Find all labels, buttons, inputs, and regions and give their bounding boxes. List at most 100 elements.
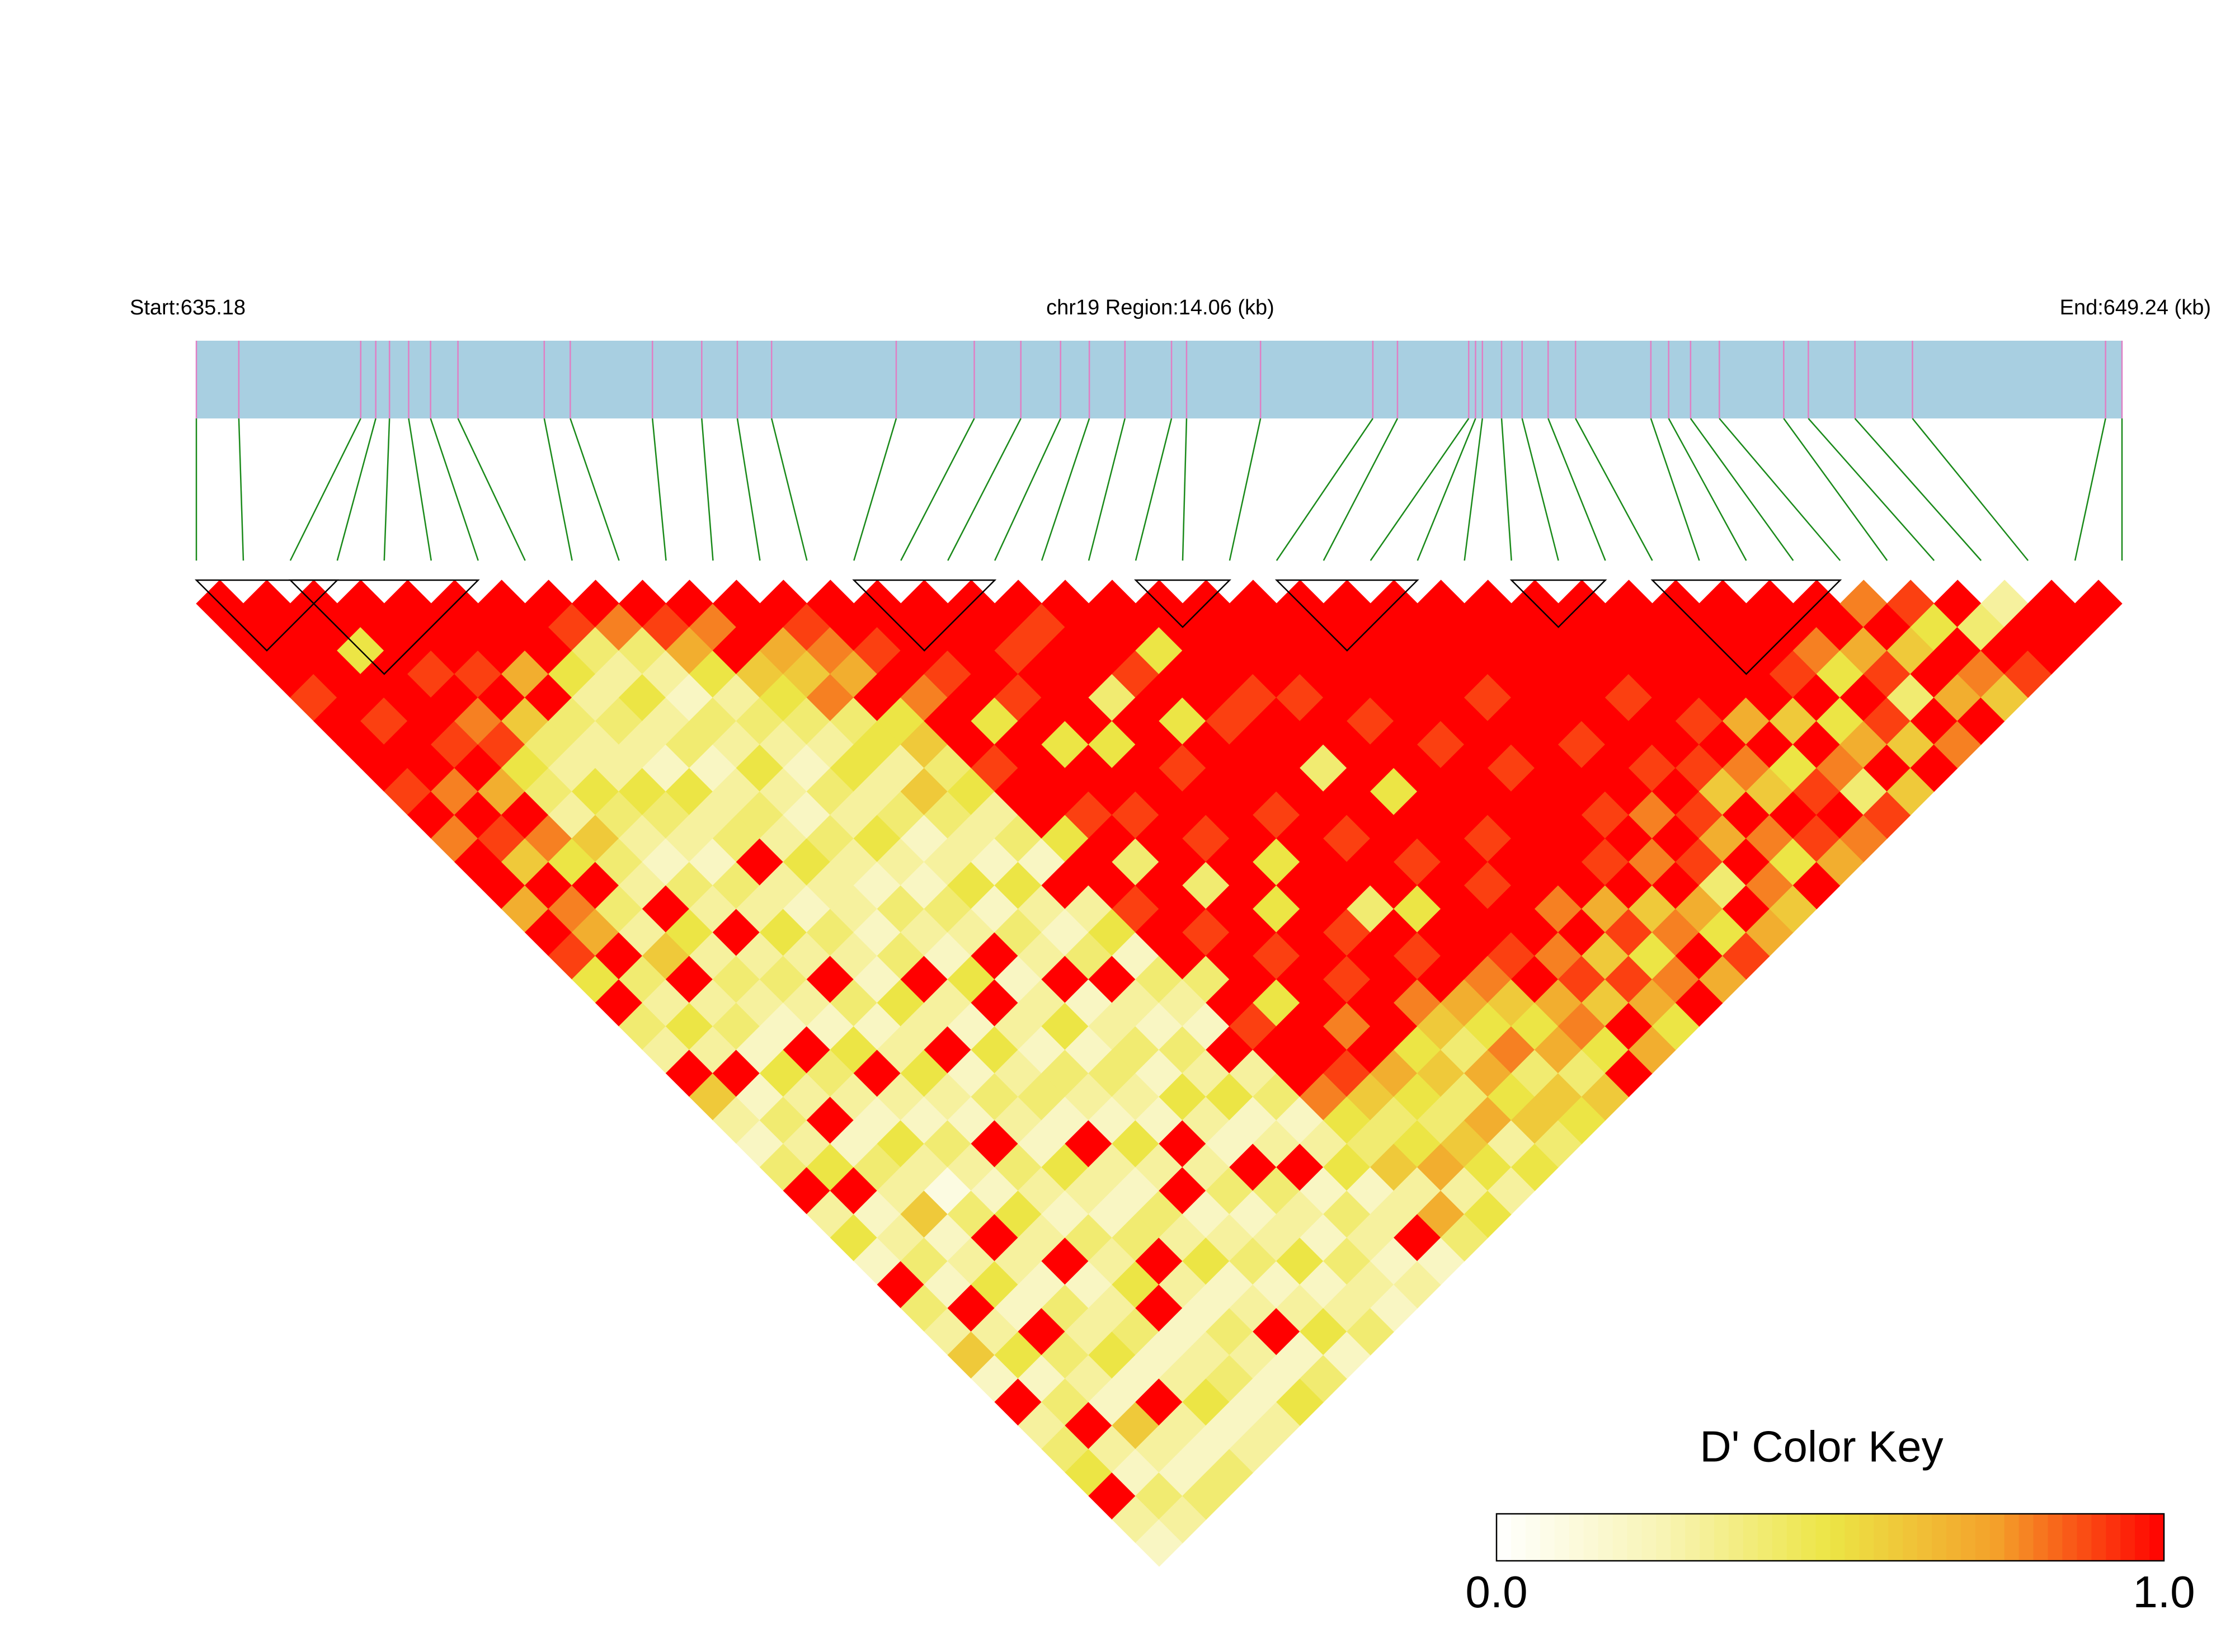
colorbar-step xyxy=(1525,1514,1541,1561)
colorbar-step xyxy=(1627,1514,1643,1561)
snp-connector xyxy=(336,418,377,561)
colorbar-step xyxy=(1583,1514,1599,1561)
start-label: Start:635.18 xyxy=(130,296,246,319)
colorbar-step xyxy=(1598,1514,1613,1561)
colorbar-step xyxy=(2004,1514,2020,1561)
snp-connector xyxy=(1668,418,1747,561)
snp-connector xyxy=(1500,418,1512,561)
colorbar-step xyxy=(2120,1514,2135,1561)
colorbar-frame xyxy=(1495,1513,2165,1562)
colorbar-step xyxy=(2149,1514,2165,1561)
snp-connector xyxy=(1417,418,1476,561)
snp-connector xyxy=(1370,418,1470,561)
snp-connector xyxy=(1088,418,1126,561)
colorbar-step xyxy=(1946,1514,1961,1561)
colorbar-step xyxy=(1989,1514,2005,1561)
colorbar-step xyxy=(1685,1514,1700,1561)
colorbar-step xyxy=(1743,1514,1758,1561)
colorbar-step xyxy=(1960,1514,1976,1561)
snp-connector xyxy=(736,418,761,561)
snp-connector xyxy=(853,418,897,561)
colorbar-step xyxy=(1917,1514,1932,1561)
colorbar-tick-label: 0.0 xyxy=(1465,1567,1527,1617)
snp-connector xyxy=(994,418,1061,561)
colorbar-step xyxy=(1757,1514,1773,1561)
colorbar-step xyxy=(2106,1514,2121,1561)
colorbar-tick-label: 1.0 xyxy=(2133,1567,2195,1617)
haplotype-block xyxy=(1650,579,1842,675)
colorbar-step xyxy=(1932,1514,1947,1561)
haplotype-block xyxy=(194,579,339,652)
colorbar-step xyxy=(1859,1514,1875,1561)
colorbar-step xyxy=(1671,1514,1686,1561)
region-bar xyxy=(196,341,2122,418)
ld-cell xyxy=(2074,580,2123,628)
haplotype-block xyxy=(852,579,997,652)
snp-connector xyxy=(1808,418,1935,561)
snp-connector xyxy=(1650,418,1700,561)
snp-connector xyxy=(1521,418,1559,561)
snp-connector xyxy=(1229,418,1262,561)
colorbar-step xyxy=(1830,1514,1846,1561)
snp-connector xyxy=(1182,418,1188,561)
snp-connector xyxy=(1323,418,1399,561)
colorbar-title: D' Color Key xyxy=(1700,1422,1943,1471)
colorbar-step xyxy=(2135,1514,2150,1561)
colorbar-step xyxy=(1874,1514,1889,1561)
colorbar-step xyxy=(2062,1514,2078,1561)
snp-connector xyxy=(900,418,975,561)
colorbar-step xyxy=(1714,1514,1729,1561)
snp-connector xyxy=(1690,418,1794,561)
colorbar-step xyxy=(1569,1514,1584,1561)
colorbar-step xyxy=(1700,1514,1715,1561)
colorbar-step xyxy=(1511,1514,1526,1561)
snp-connector xyxy=(457,418,526,561)
colorbar-step xyxy=(2077,1514,2092,1561)
colorbar-step xyxy=(1772,1514,1787,1561)
colorbar-step xyxy=(1801,1514,1817,1561)
haplotype-block xyxy=(1134,579,1231,628)
snp-connector xyxy=(947,418,1022,561)
haplotype-block xyxy=(1509,579,1607,628)
snp-connector xyxy=(1464,418,1483,561)
snp-connector xyxy=(1783,418,1888,561)
end-label: End:649.24 (kb) xyxy=(2060,296,2211,319)
snp-connector xyxy=(1041,418,1090,561)
chart-title: chr19 Region:14.06 (kb) xyxy=(1046,296,1274,319)
snp-connector xyxy=(430,418,479,561)
snp-connector xyxy=(1547,418,1606,561)
colorbar-step xyxy=(1975,1514,1991,1561)
colorbar-step xyxy=(1656,1514,1672,1561)
snp-connector xyxy=(1719,418,1841,561)
snp-connector xyxy=(1575,418,1653,561)
snp-connector xyxy=(1276,418,1373,561)
colorbar-step xyxy=(2091,1514,2107,1561)
snp-connector xyxy=(1135,418,1173,561)
heatmap xyxy=(196,580,2123,1567)
snp-connector xyxy=(2074,418,2106,561)
snp-connector xyxy=(1912,418,2029,561)
colorbar-step xyxy=(2048,1514,2063,1561)
colorbar-step xyxy=(1845,1514,1860,1561)
snp-connector xyxy=(238,418,244,561)
colorbar-step xyxy=(1786,1514,1802,1561)
colorbar-step xyxy=(1815,1514,1831,1561)
colorbar-step xyxy=(1497,1514,1512,1561)
colorbar-step xyxy=(1888,1514,1903,1561)
snp-connector xyxy=(570,418,620,561)
snp-connector xyxy=(651,418,667,561)
snp-connector xyxy=(543,418,573,561)
colorbar-step xyxy=(2033,1514,2049,1561)
colorbar-step xyxy=(1540,1514,1555,1561)
snp-connector xyxy=(383,418,390,561)
colorbar-step xyxy=(2018,1514,2034,1561)
haplotype-block xyxy=(1274,579,1419,652)
snp-connector xyxy=(289,418,361,561)
colorbar-step xyxy=(1554,1514,1570,1561)
snp-connector xyxy=(1854,418,1982,561)
colorbar-step xyxy=(1612,1514,1628,1561)
colorbar-step xyxy=(1641,1514,1657,1561)
snp-connector xyxy=(701,418,714,561)
